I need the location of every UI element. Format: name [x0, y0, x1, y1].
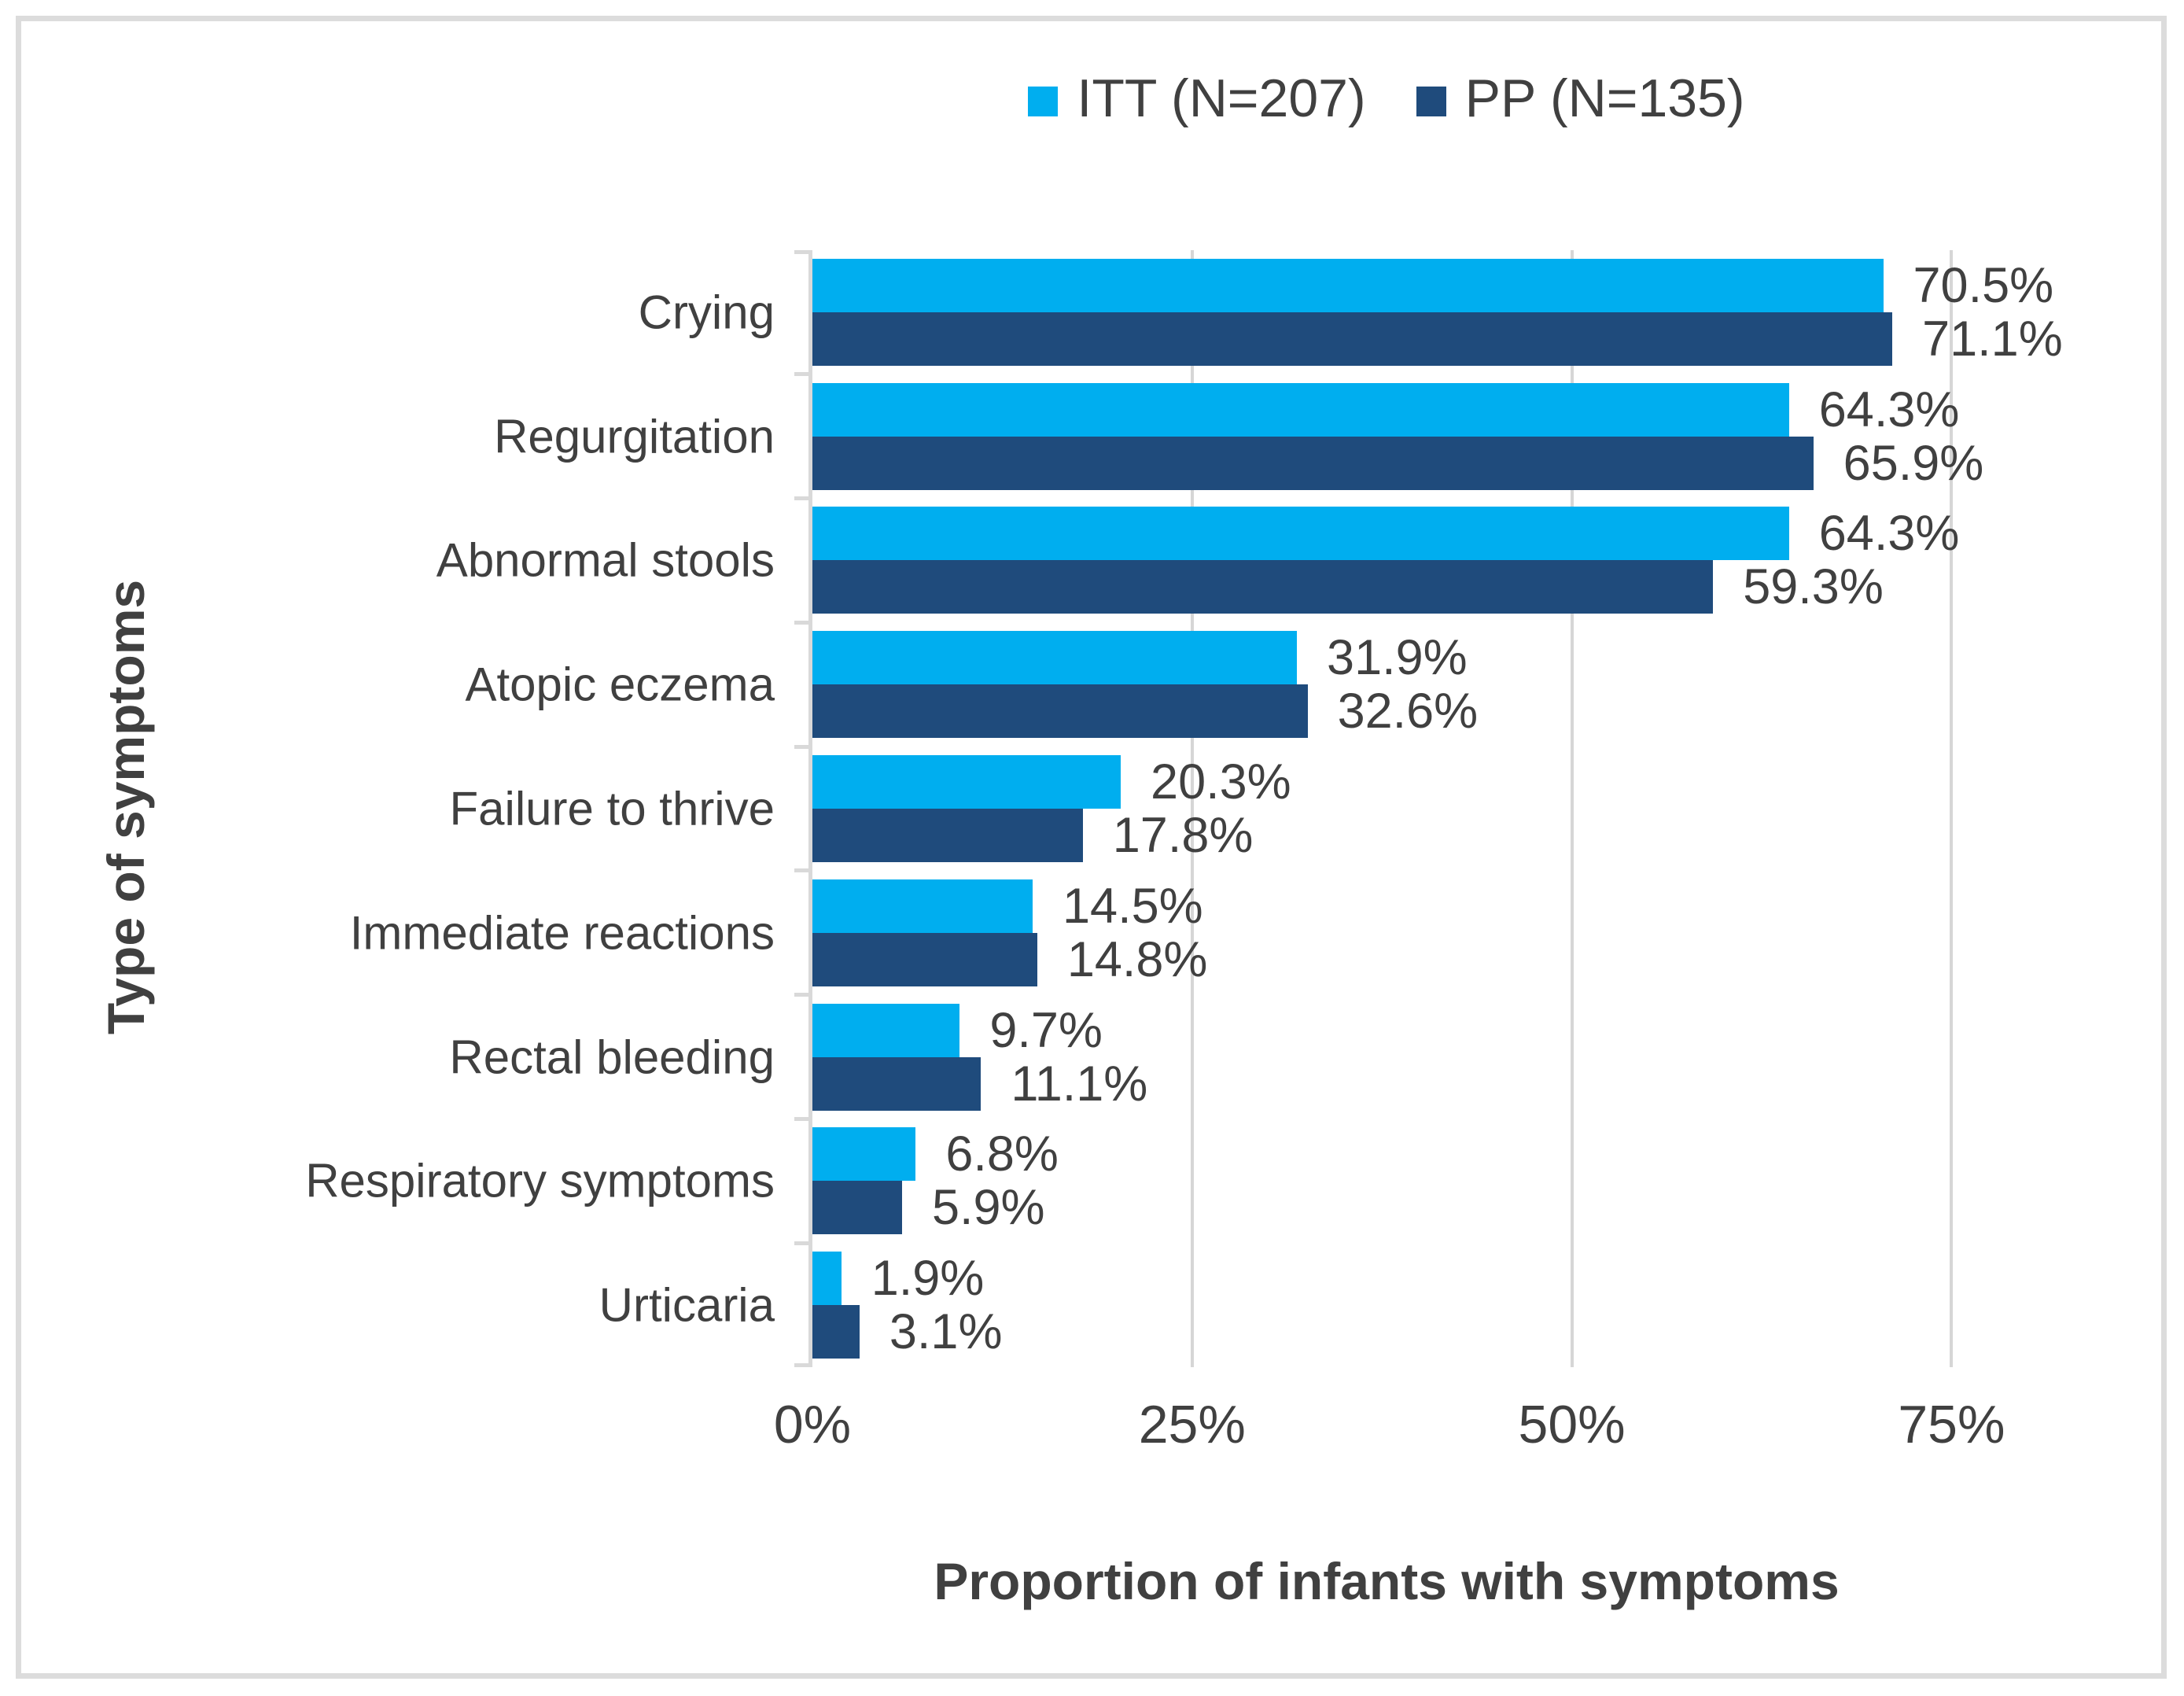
value-label-itt-respiratory-symptoms: 6.8%	[945, 1126, 1059, 1182]
bar-pp-failure-to-thrive	[812, 809, 1083, 862]
bar-pp-immediate-reactions	[812, 932, 1037, 986]
bar-itt-atopic-eczema	[812, 631, 1298, 685]
value-label-itt-abnormal-stools: 64.3%	[1818, 506, 1960, 562]
category-label-respiratory-symptoms: Respiratory symptoms	[305, 1154, 775, 1207]
category-label-immediate-reactions: Immediate reactions	[349, 906, 775, 960]
value-label-pp-failure-to-thrive: 17.8%	[1112, 808, 1254, 863]
legend-item-pp: PP (N=135)	[1416, 68, 1745, 129]
legend-label-pp: PP (N=135)	[1464, 68, 1745, 128]
category-axis-tick	[794, 1241, 812, 1245]
category-axis-tick	[794, 868, 812, 873]
legend-swatch-pp	[1416, 87, 1446, 116]
value-label-itt-failure-to-thrive: 20.3%	[1151, 754, 1291, 809]
value-label-itt-rectal-bleeding: 9.7%	[989, 1002, 1103, 1058]
value-label-pp-rectal-bleeding: 11.1%	[1011, 1056, 1148, 1112]
value-label-pp-respiratory-symptoms: 5.9%	[931, 1180, 1045, 1236]
bar-itt-crying	[812, 258, 1884, 312]
category-axis-tick	[794, 372, 812, 377]
bar-itt-failure-to-thrive	[812, 755, 1121, 809]
category-label-crying: Crying	[638, 286, 775, 339]
bar-pp-urticaria	[812, 1305, 860, 1359]
legend-swatch-itt	[1028, 87, 1059, 116]
bar-itt-urticaria	[812, 1252, 842, 1306]
x-tick-label-0: 0%	[773, 1395, 852, 1455]
category-axis-tick	[794, 250, 812, 254]
x-tick-label-75: 75%	[1898, 1395, 2005, 1455]
value-label-pp-abnormal-stools: 59.3%	[1743, 559, 1884, 615]
value-label-itt-immediate-reactions: 14.5%	[1063, 878, 1203, 934]
category-axis-tick	[794, 496, 812, 501]
category-label-failure-to-thrive: Failure to thrive	[449, 782, 775, 835]
bar-itt-regurgitation	[812, 382, 1789, 437]
legend-item-itt: ITT (N=207)	[1028, 68, 1366, 129]
legend: ITT (N=207) PP (N=135)	[812, 63, 1961, 134]
value-label-itt-urticaria: 1.9%	[871, 1251, 985, 1307]
value-label-pp-immediate-reactions: 14.8%	[1066, 931, 1208, 987]
y-axis-title: Type of symptoms	[97, 579, 155, 1035]
category-axis-tick	[794, 993, 812, 997]
bar-pp-regurgitation	[812, 436, 1814, 490]
x-axis-tick-labels: 0% 25% 50% 75%	[774, 1394, 2005, 1465]
category-label-rectal-bleeding: Rectal bleeding	[449, 1031, 775, 1084]
x-axis-title: Proportion of infants with symptoms	[934, 1552, 1840, 1610]
category-axis-tick	[794, 620, 812, 625]
value-label-itt-atopic-eczema: 31.9%	[1327, 630, 1468, 686]
bar-pp-respiratory-symptoms	[812, 1181, 902, 1235]
category-label-atopic-eczema: Atopic eczema	[465, 658, 775, 711]
value-label-itt-crying: 70.5%	[1913, 257, 2054, 313]
plot-area: Crying 70.5% 71.1% Regurgitation 64.3% 65.9% A…	[305, 250, 2063, 1367]
gridline-75	[1950, 250, 1954, 1367]
category-label-abnormal-stools: Abnormal stools	[436, 533, 775, 587]
value-label-pp-urticaria: 3.1%	[889, 1304, 1003, 1360]
bar-pp-crying	[812, 312, 1893, 366]
bar-pp-rectal-bleeding	[812, 1056, 982, 1111]
figure-border	[16, 16, 2167, 1679]
category-axis-tick	[794, 1363, 812, 1367]
value-label-pp-crying: 71.1%	[1922, 311, 2063, 367]
value-label-pp-atopic-eczema: 32.6%	[1337, 684, 1479, 739]
gridline-50	[1570, 250, 1574, 1367]
bar-itt-rectal-bleeding	[812, 1003, 960, 1057]
category-label-regurgitation: Regurgitation	[494, 410, 775, 463]
category-axis-line	[808, 250, 812, 1367]
legend-label-itt: ITT (N=207)	[1077, 68, 1366, 128]
bar-itt-respiratory-symptoms	[812, 1127, 916, 1182]
category-label-urticaria: Urticaria	[598, 1278, 775, 1332]
bar-pp-abnormal-stools	[812, 560, 1714, 614]
value-label-itt-regurgitation: 64.3%	[1818, 382, 1960, 437]
x-tick-label-50: 50%	[1518, 1395, 1626, 1455]
bar-itt-immediate-reactions	[812, 879, 1033, 933]
gridline-25	[1190, 250, 1194, 1367]
bar-pp-atopic-eczema	[812, 684, 1308, 739]
bar-itt-abnormal-stools	[812, 507, 1789, 561]
x-tick-label-25: 25%	[1138, 1395, 1246, 1455]
category-axis-tick	[794, 1116, 812, 1121]
value-label-pp-regurgitation: 65.9%	[1843, 435, 1984, 491]
category-axis-tick	[794, 744, 812, 749]
